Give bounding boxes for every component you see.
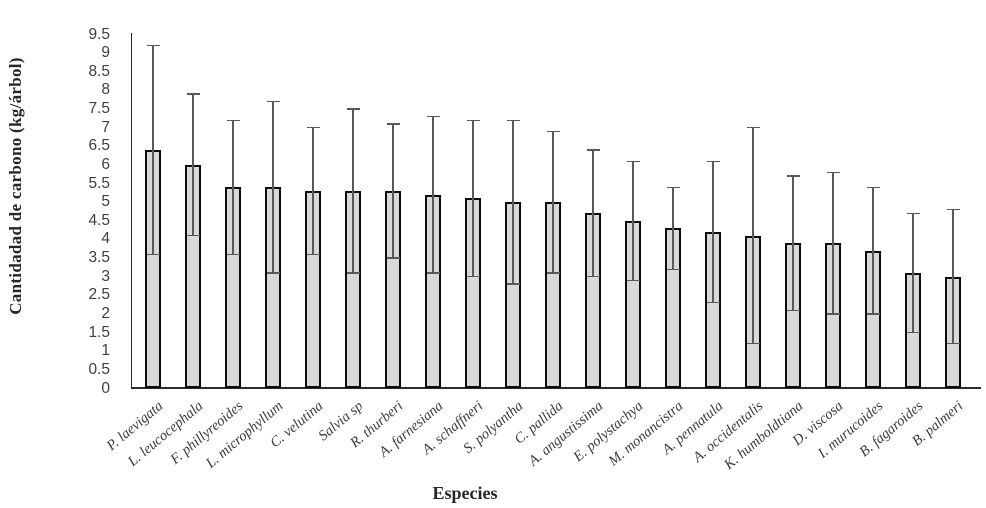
error-bar-line [312,127,314,255]
error-bar-cap-bottom [906,331,920,334]
y-tick-label: 1 [101,342,110,360]
error-bar-cap-bottom [466,276,480,278]
y-tick-label: 2 [101,304,110,322]
error-bar-line [792,176,794,311]
error-bar-cap-bottom [346,272,360,274]
error-bar-line [232,120,234,255]
error-bar-cap-top [786,175,800,177]
error-bar-line [632,161,634,281]
error-bar-cap-top [466,119,480,121]
error-bar-cap-bottom [226,253,240,256]
error-bar-cap-top [186,93,200,95]
error-bar-cap-bottom [506,283,520,285]
error-bar-line [592,150,594,277]
error-bar-cap-bottom [626,279,640,282]
y-tick-label: 7 [101,118,110,136]
y-tick-label: 0.5 [88,360,110,378]
y-tick-label: 1.5 [88,323,110,341]
y-tick-label: 5.5 [88,174,110,192]
error-bar-cap-bottom [666,268,680,270]
error-bar-line [392,123,394,259]
y-tick-label: 9 [101,44,110,62]
error-bar-cap-top [346,108,360,110]
error-bar-line [752,127,754,344]
error-bar-cap-bottom [546,272,560,274]
x-axis-title: Especies [432,483,498,503]
error-bar-cap-bottom [706,302,720,304]
error-bar-cap-top [546,130,560,133]
error-bar-cap-top [826,171,840,174]
error-bar-line [512,120,514,285]
error-bar-cap-top [266,100,280,103]
error-bar-cap-bottom [786,309,800,311]
error-bar-line [552,131,554,273]
error-bar-cap-top [666,186,680,188]
error-bar-cap-bottom [266,272,280,274]
y-tick-label: 2.5 [88,286,110,304]
error-bar-cap-top [426,115,440,118]
error-bar-line [712,161,714,303]
error-bar-cap-top [226,119,240,121]
error-bar-line [192,94,194,236]
error-bar-cap-bottom [946,343,960,345]
error-bar-cap-top [866,186,880,188]
error-bar-line [952,209,954,344]
error-bar-cap-top [706,160,720,162]
y-tick-label: 6.5 [88,137,110,155]
error-bar-line [152,45,154,255]
error-bar-cap-top [306,126,320,129]
y-tick-label: 7.5 [88,100,110,118]
error-bar-cap-bottom [426,272,440,274]
error-bar-cap-top [746,126,760,129]
y-tick-label: 3 [101,267,110,285]
error-bar-line [832,172,834,314]
error-bar-line [472,120,474,277]
error-bar-cap-bottom [146,253,160,256]
error-bar-cap-bottom [186,235,200,237]
error-bar-cap-top [906,212,920,215]
error-bar-cap-top [946,208,960,211]
y-tick-label: 4.5 [88,211,110,229]
y-axis-title: Cantidadad de carbono (kg/árbol) [6,57,25,315]
error-bar-line [432,116,434,273]
error-bar-line [912,213,914,333]
error-bar-cap-bottom [306,253,320,256]
error-bar-line [272,101,274,273]
y-tick-label: 8.5 [88,62,110,80]
y-tick-label: 4 [101,230,110,248]
error-bar-cap-top [586,149,600,151]
error-bar-line [352,109,354,273]
error-bar-line [872,187,874,314]
error-bar-cap-top [506,119,520,121]
y-tick-label: 6 [101,155,110,173]
y-tick-label: 0 [101,379,110,397]
error-bar-cap-top [626,160,640,162]
error-bar-cap-bottom [386,257,400,259]
error-bar-cap-top [386,123,400,125]
y-tick-label: 8 [101,81,110,99]
error-bar-cap-bottom [826,313,840,315]
error-bar-cap-bottom [586,276,600,278]
y-tick-label: 9.5 [88,25,110,43]
y-tick-label: 5 [101,193,110,211]
y-tick-label: 3.5 [88,249,110,267]
error-bar-line [672,187,674,270]
y-axis-line [130,33,132,389]
error-bar-cap-bottom [746,343,760,345]
error-bar-cap-bottom [866,313,880,315]
error-bar-cap-top [146,45,160,47]
